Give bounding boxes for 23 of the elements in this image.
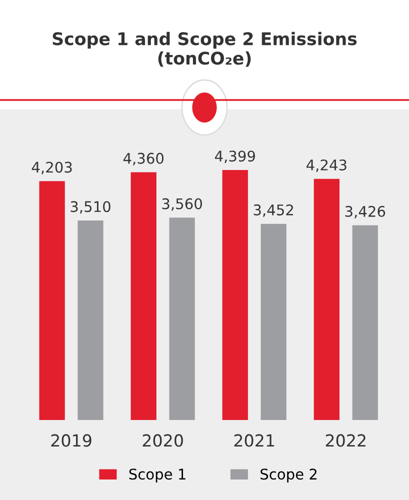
data-label: 4,243 (306, 159, 346, 172)
bar (260, 224, 286, 420)
chart-title: Scope 1 and Scope 2 Emissions (tonCO₂e) (52, 32, 357, 67)
data-label: 3,510 (70, 201, 110, 214)
data-label: 4,203 (32, 162, 72, 174)
bar (352, 225, 378, 420)
bar (78, 220, 104, 420)
x-tick-label: 2019 (51, 434, 92, 447)
data-label: 3,426 (345, 206, 386, 218)
bar (39, 181, 65, 420)
data-label: 3,452 (254, 204, 293, 217)
bar (222, 170, 248, 420)
legend-label: Scope 2 (260, 468, 317, 482)
data-label: 3,560 (162, 198, 202, 211)
bar (130, 172, 156, 420)
x-tick-label: 2021 (234, 434, 274, 447)
legend-label: Scope 1 (129, 468, 186, 482)
data-label: 4,399 (214, 150, 255, 164)
data-label: 4,360 (123, 152, 164, 166)
x-tick-label: 2020 (142, 434, 183, 447)
bar (314, 178, 340, 420)
x-tick-label: 2022 (326, 434, 366, 447)
bar (169, 218, 195, 420)
